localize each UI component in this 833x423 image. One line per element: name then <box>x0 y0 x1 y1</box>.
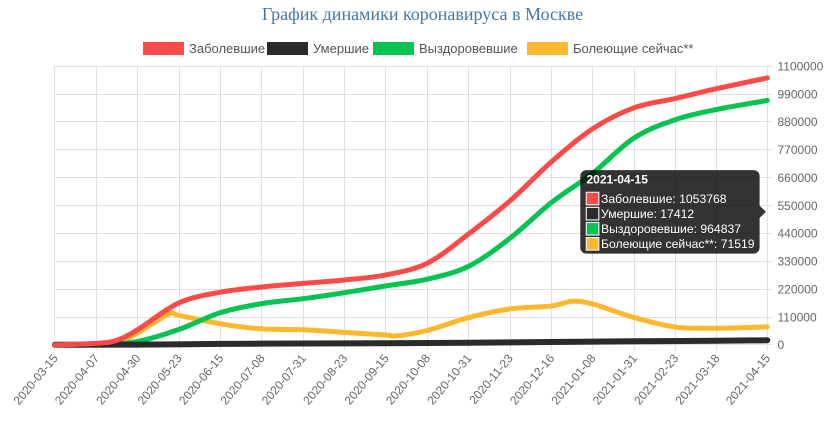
svg-text:110000: 110000 <box>778 310 817 324</box>
svg-text:Заболевшие: 1053768: Заболевшие: 1053768 <box>601 192 727 206</box>
svg-text:330000: 330000 <box>778 255 818 269</box>
svg-text:0: 0 <box>778 338 785 352</box>
svg-text:2021-04-15: 2021-04-15 <box>587 173 649 187</box>
svg-text:2021-04-15: 2021-04-15 <box>723 351 773 407</box>
svg-text:Выздоровевшие: 964837: Выздоровевшие: 964837 <box>601 222 741 236</box>
svg-text:880000: 880000 <box>778 115 818 129</box>
svg-text:990000: 990000 <box>778 87 818 101</box>
svg-text:Умершие: 17412: Умершие: 17412 <box>601 207 694 221</box>
svg-text:660000: 660000 <box>778 171 818 185</box>
svg-text:440000: 440000 <box>778 227 818 241</box>
svg-text:1100000: 1100000 <box>778 59 824 73</box>
svg-text:550000: 550000 <box>778 199 818 213</box>
svg-text:Болеющие сейчас**: 71519: Болеющие сейчас**: 71519 <box>601 237 755 251</box>
svg-text:220000: 220000 <box>778 282 818 296</box>
svg-text:770000: 770000 <box>778 143 818 157</box>
